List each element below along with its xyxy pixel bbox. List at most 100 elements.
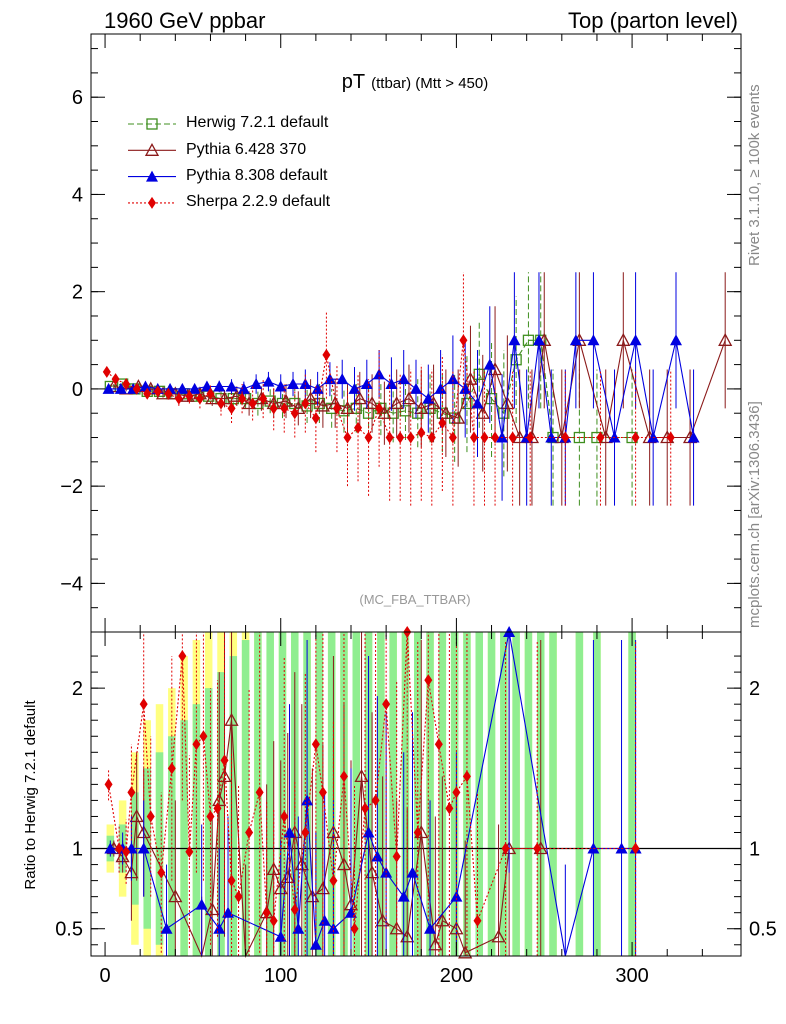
main-ytick-label: −2	[60, 476, 83, 498]
main-point	[352, 391, 367, 405]
mcplots-label: mcplots.cern.ch [arXiv:1306.3436]	[746, 401, 763, 628]
main-point	[354, 421, 363, 434]
main-point	[446, 373, 459, 385]
ratio-xtick-label: 0	[99, 965, 110, 987]
main-point	[475, 405, 490, 419]
main-point	[102, 365, 111, 378]
ratio-point	[336, 857, 352, 871]
ratio-point	[435, 913, 450, 927]
main-point	[153, 385, 162, 398]
ratio-panel-axes: 0.5 0.5 1 1 2 2 0 100 200 300	[55, 631, 777, 987]
main-point	[303, 391, 318, 405]
ratio-point	[290, 903, 299, 916]
main-point	[631, 431, 640, 444]
ratio-band-green	[628, 632, 636, 956]
main-frame-fill	[91, 34, 741, 632]
main-point	[205, 391, 220, 405]
ratio-band-green	[241, 640, 250, 956]
ratio-band-green	[389, 632, 397, 956]
main-point	[206, 387, 215, 400]
ratio-xtick-label: 200	[440, 965, 473, 987]
main-point	[616, 332, 631, 346]
main-point	[422, 392, 435, 404]
main-point	[687, 431, 700, 443]
legend-label-pythia8: Pythia 8.308 default	[186, 167, 328, 184]
ratio-point	[157, 866, 166, 879]
ratio-band-green	[229, 656, 238, 956]
ratio-point	[245, 826, 254, 839]
main-point	[188, 382, 201, 394]
main-point	[629, 334, 642, 346]
ratio-point	[382, 698, 391, 711]
main-point	[164, 387, 173, 400]
main-point	[287, 378, 300, 390]
ratio-point	[309, 938, 322, 950]
ratio-point	[329, 874, 338, 887]
ratio-point	[122, 845, 131, 858]
main-point	[427, 431, 436, 444]
main-point	[459, 334, 468, 347]
main-ytick-label: 4	[72, 184, 83, 206]
main-point	[438, 405, 453, 419]
ratio-point	[375, 913, 390, 927]
ratio-point	[397, 890, 410, 902]
main-point	[106, 379, 121, 393]
ratio-band-green	[327, 632, 336, 956]
ratio-point	[274, 930, 287, 942]
ratio-point	[227, 874, 236, 887]
main-point	[311, 412, 320, 425]
ratio-point	[354, 768, 369, 783]
ratio-band-green	[352, 632, 361, 956]
ratio-point	[224, 712, 239, 726]
main-point	[280, 402, 289, 415]
main-point	[364, 396, 380, 410]
ratio-series-sherpa	[104, 626, 640, 956]
main-point	[396, 431, 405, 444]
main-point	[469, 431, 478, 444]
ratio-band-green	[426, 632, 434, 956]
ratio-band-green	[278, 632, 287, 956]
main-point	[448, 431, 457, 444]
ratio-point	[213, 922, 226, 934]
main-point	[596, 431, 605, 444]
main-point	[364, 431, 373, 444]
ratio-point	[428, 937, 443, 951]
ratio-point	[104, 842, 117, 854]
ratio-point	[301, 826, 310, 839]
ratio-point	[311, 738, 320, 751]
ratio-point	[345, 906, 357, 918]
main-point	[417, 426, 426, 439]
main-point	[237, 382, 250, 394]
ratio-point	[452, 786, 461, 799]
ratio-point	[222, 906, 235, 918]
main-point	[459, 382, 472, 394]
main-point	[348, 382, 361, 394]
ratio-point	[217, 768, 232, 783]
main-point	[213, 380, 226, 392]
ratio-point	[400, 929, 415, 943]
ratio-line-sherpa	[108, 631, 636, 929]
main-point	[227, 402, 236, 415]
main-point	[262, 375, 275, 387]
ratio-point	[450, 890, 463, 902]
ratio-band-green	[315, 632, 324, 956]
ratio-point	[458, 945, 473, 959]
ratio-point	[195, 898, 208, 910]
ratio-point	[413, 826, 422, 839]
main-point	[274, 380, 287, 392]
main-point	[561, 431, 570, 444]
ratio-band-green	[401, 632, 410, 956]
main-point	[670, 334, 682, 346]
main-point	[229, 388, 244, 402]
main-point	[473, 368, 485, 380]
ratio-point	[361, 802, 370, 815]
ratio-point	[424, 674, 433, 687]
main-point	[385, 431, 394, 444]
main-point	[389, 396, 404, 410]
ratio-point	[318, 914, 331, 926]
ratio-point	[127, 786, 136, 799]
main-ytick-label: 2	[72, 282, 83, 304]
main-point	[139, 380, 152, 392]
ratio-band-green	[475, 632, 483, 956]
